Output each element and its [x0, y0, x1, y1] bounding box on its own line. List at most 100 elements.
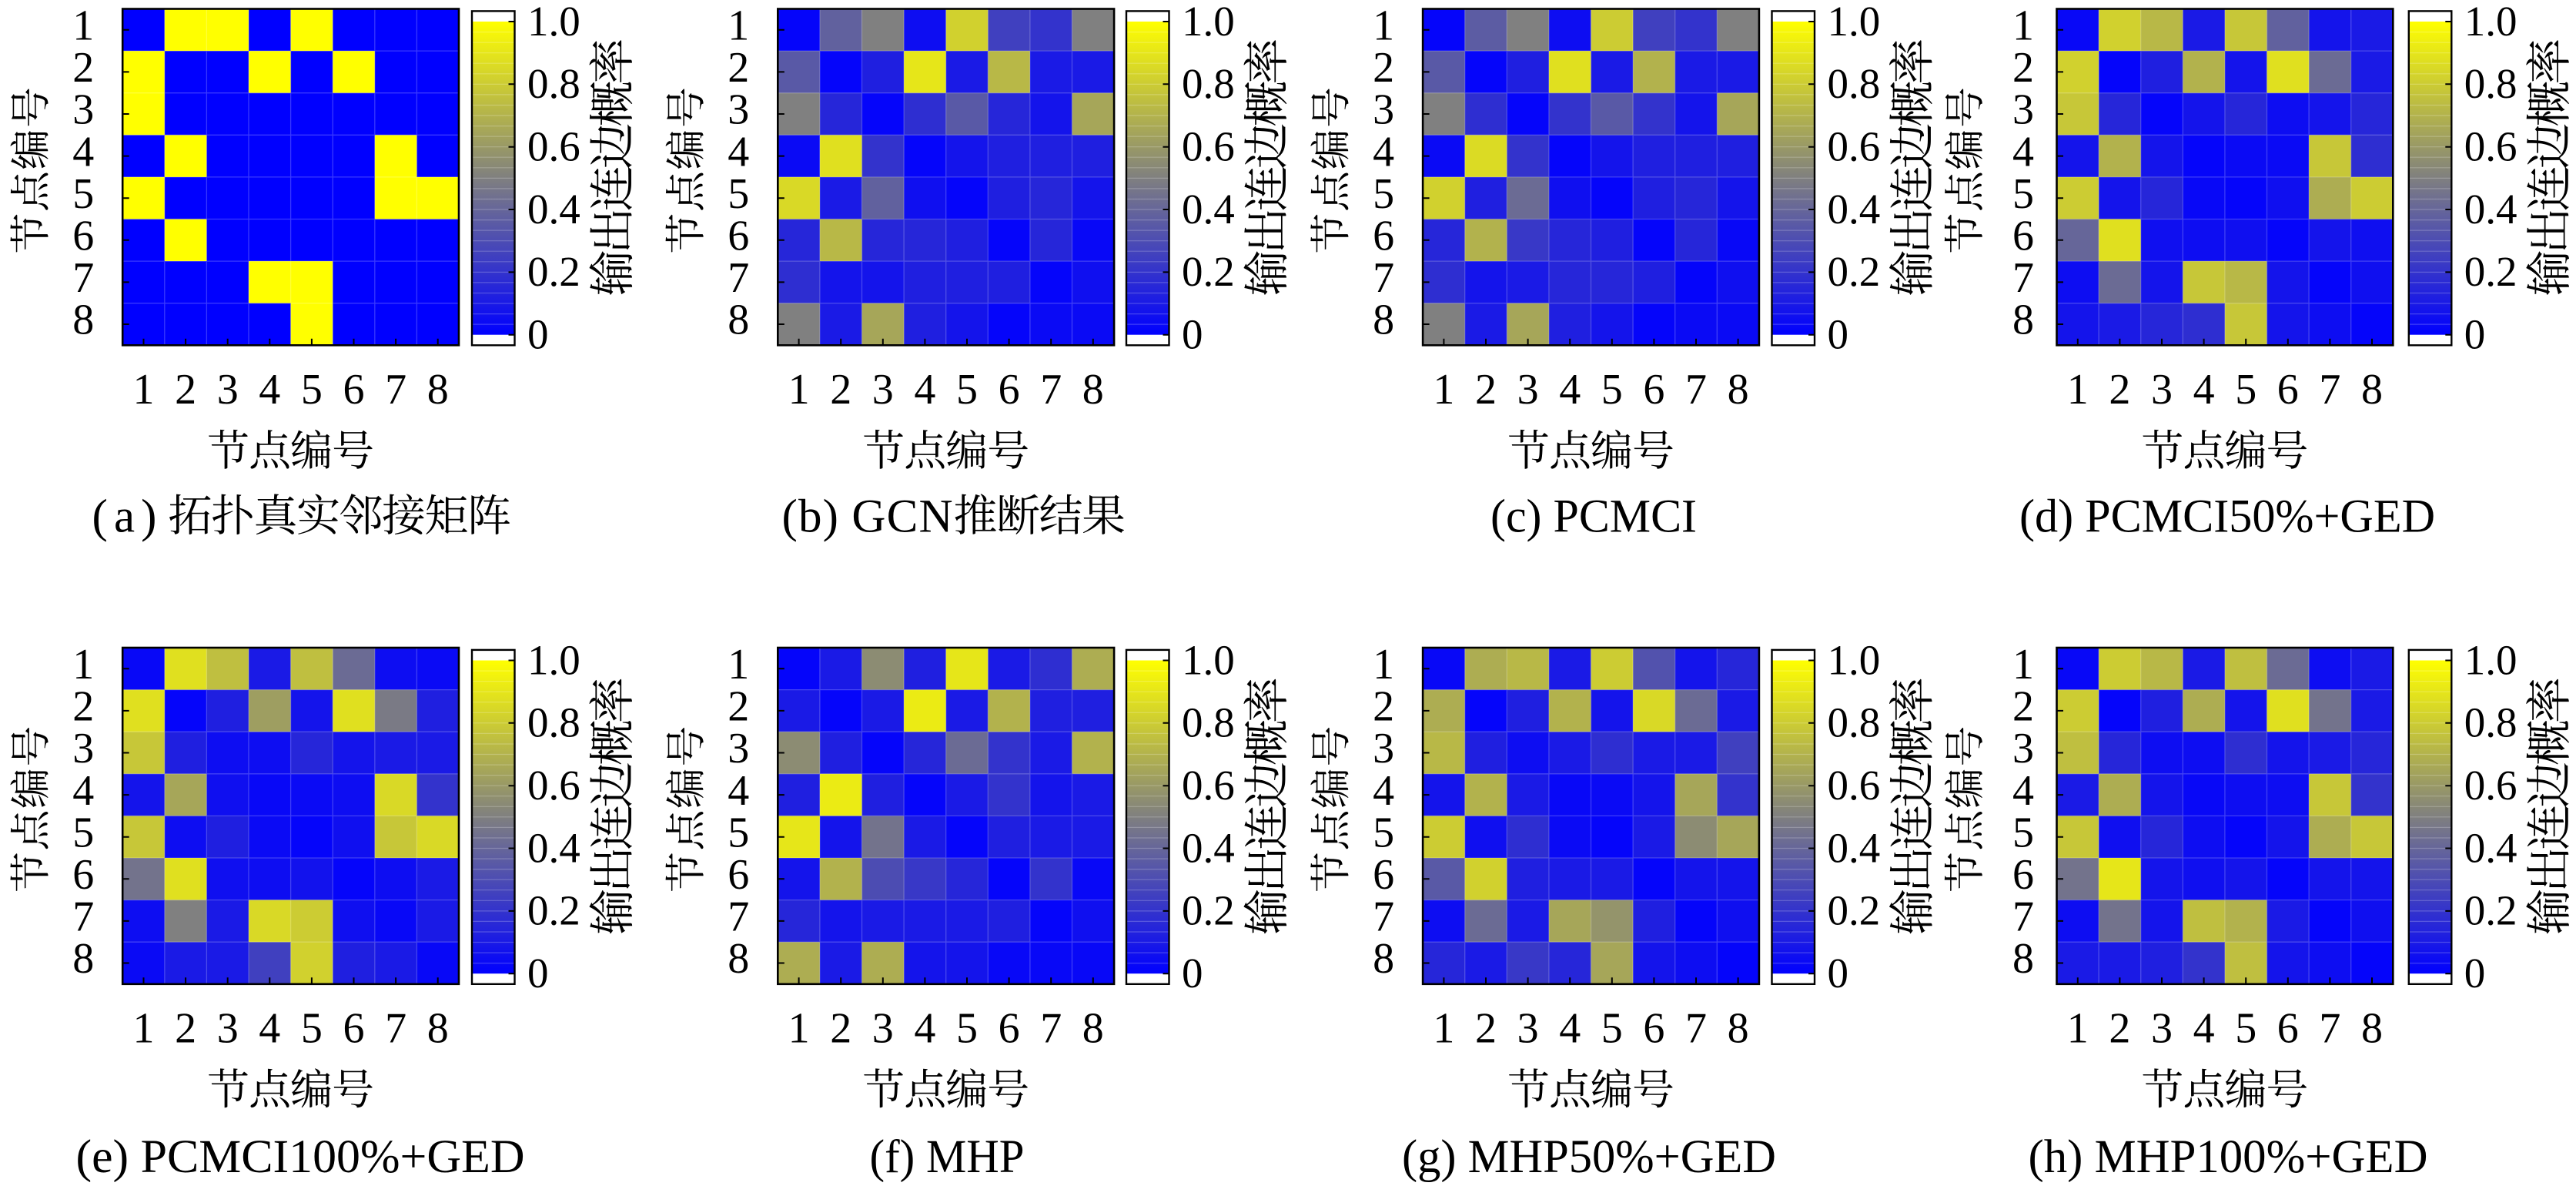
svg-text:6: 6 — [1643, 1004, 1664, 1052]
svg-text:0.8: 0.8 — [527, 60, 580, 107]
svg-text:0.6: 0.6 — [1828, 762, 1881, 809]
svg-text:(e) PCMCI100%+GED: (e) PCMCI100%+GED — [76, 1131, 525, 1182]
svg-text:3: 3 — [1373, 86, 1394, 134]
svg-text:2: 2 — [1373, 683, 1394, 731]
svg-text:6: 6 — [343, 1004, 365, 1052]
svg-text:0.2: 0.2 — [2464, 248, 2517, 295]
svg-text:1: 1 — [2067, 366, 2089, 414]
svg-text:5: 5 — [2012, 809, 2034, 856]
svg-text:7: 7 — [1040, 366, 1062, 414]
svg-text:1.0: 1.0 — [1182, 0, 1235, 45]
svg-text:6: 6 — [72, 851, 94, 899]
svg-text:8: 8 — [427, 366, 449, 414]
svg-text:(f) MHP: (f) MHP — [870, 1131, 1025, 1182]
svg-text:0: 0 — [2464, 311, 2486, 358]
svg-text:0.6: 0.6 — [2464, 123, 2517, 170]
svg-text:8: 8 — [1373, 296, 1394, 344]
svg-text:5: 5 — [728, 170, 749, 218]
svg-text:8: 8 — [2361, 366, 2383, 414]
svg-text:8: 8 — [728, 935, 749, 983]
svg-text:1: 1 — [788, 1004, 810, 1052]
svg-text:2: 2 — [1475, 1004, 1497, 1052]
svg-text:5: 5 — [1601, 1004, 1623, 1052]
svg-text:0.2: 0.2 — [1828, 887, 1881, 934]
svg-text:(g) MHP50%+GED: (g) MHP50%+GED — [1402, 1131, 1776, 1182]
svg-text:4: 4 — [1373, 767, 1394, 815]
svg-text:1: 1 — [133, 1004, 155, 1052]
svg-text:0.4: 0.4 — [1182, 824, 1235, 871]
svg-text:1: 1 — [2012, 2, 2034, 50]
svg-text:0.2: 0.2 — [1828, 248, 1881, 295]
svg-text:0.8: 0.8 — [1182, 60, 1235, 107]
svg-text:0: 0 — [2464, 950, 2486, 997]
svg-text:6: 6 — [72, 213, 94, 260]
svg-text:4: 4 — [2193, 366, 2215, 414]
svg-text:8: 8 — [2361, 1004, 2383, 1052]
svg-text:3: 3 — [72, 725, 94, 772]
svg-text:2: 2 — [2109, 1004, 2130, 1052]
svg-text:5: 5 — [72, 170, 94, 218]
svg-text:(a): (a) — [92, 491, 157, 543]
svg-text:8: 8 — [728, 296, 749, 344]
svg-text:3: 3 — [2151, 366, 2173, 414]
svg-text:0.4: 0.4 — [1182, 186, 1235, 233]
svg-text:6: 6 — [728, 213, 749, 260]
svg-text:2: 2 — [2109, 366, 2130, 414]
svg-text:7: 7 — [1373, 254, 1394, 302]
svg-text:2: 2 — [175, 1004, 196, 1052]
svg-text:0.8: 0.8 — [2464, 699, 2517, 746]
svg-text:0.4: 0.4 — [1828, 186, 1881, 233]
svg-text:2: 2 — [728, 683, 749, 731]
svg-text:5: 5 — [301, 366, 323, 414]
svg-text:3: 3 — [1517, 1004, 1539, 1052]
svg-text:2: 2 — [830, 366, 851, 414]
svg-text:1: 1 — [728, 641, 749, 688]
svg-text:8: 8 — [1082, 366, 1104, 414]
svg-text:0: 0 — [1828, 311, 1849, 358]
svg-text:5: 5 — [301, 1004, 323, 1052]
svg-text:6: 6 — [999, 1004, 1020, 1052]
svg-text:0: 0 — [1828, 950, 1849, 997]
svg-text:2: 2 — [1373, 44, 1394, 92]
svg-text:7: 7 — [728, 254, 749, 302]
svg-text:1.0: 1.0 — [527, 636, 580, 683]
svg-text:1.0: 1.0 — [2464, 636, 2517, 683]
svg-text:1: 1 — [1373, 641, 1394, 688]
svg-text:8: 8 — [1373, 935, 1394, 983]
svg-text:7: 7 — [72, 893, 94, 941]
svg-text:8: 8 — [72, 935, 94, 983]
svg-text:1.0: 1.0 — [1182, 636, 1235, 683]
svg-text:2: 2 — [1475, 366, 1497, 414]
svg-text:7: 7 — [2319, 366, 2340, 414]
svg-text:6: 6 — [999, 366, 1020, 414]
svg-text:3: 3 — [1517, 366, 1539, 414]
svg-text:0.8: 0.8 — [527, 699, 580, 746]
svg-text:3: 3 — [728, 725, 749, 772]
svg-text:4: 4 — [259, 1004, 280, 1052]
svg-text:7: 7 — [2012, 893, 2034, 941]
svg-text:7: 7 — [385, 1004, 406, 1052]
svg-text:6: 6 — [728, 851, 749, 899]
svg-text:6: 6 — [1373, 851, 1394, 899]
svg-text:1.0: 1.0 — [1828, 0, 1881, 45]
svg-text:1: 1 — [72, 2, 94, 50]
svg-text:(h) MHP100%+GED: (h) MHP100%+GED — [2029, 1131, 2428, 1182]
svg-text:5: 5 — [1373, 809, 1394, 856]
svg-text:0.8: 0.8 — [1828, 60, 1881, 107]
svg-text:1: 1 — [1433, 1004, 1454, 1052]
svg-text:7: 7 — [1040, 1004, 1062, 1052]
svg-text:0.6: 0.6 — [2464, 762, 2517, 809]
svg-text:0.8: 0.8 — [1828, 699, 1881, 746]
svg-text:7: 7 — [728, 893, 749, 941]
svg-text:2: 2 — [72, 683, 94, 731]
svg-text:3: 3 — [2151, 1004, 2173, 1052]
svg-text:1: 1 — [788, 366, 810, 414]
svg-text:7: 7 — [72, 254, 94, 302]
svg-text:5: 5 — [728, 809, 749, 856]
svg-text:6: 6 — [2012, 851, 2034, 899]
svg-text:0.6: 0.6 — [527, 762, 580, 809]
svg-text:5: 5 — [2235, 1004, 2257, 1052]
svg-text:2: 2 — [2012, 683, 2034, 731]
svg-text:1.0: 1.0 — [2464, 0, 2517, 45]
svg-text:5: 5 — [956, 366, 978, 414]
